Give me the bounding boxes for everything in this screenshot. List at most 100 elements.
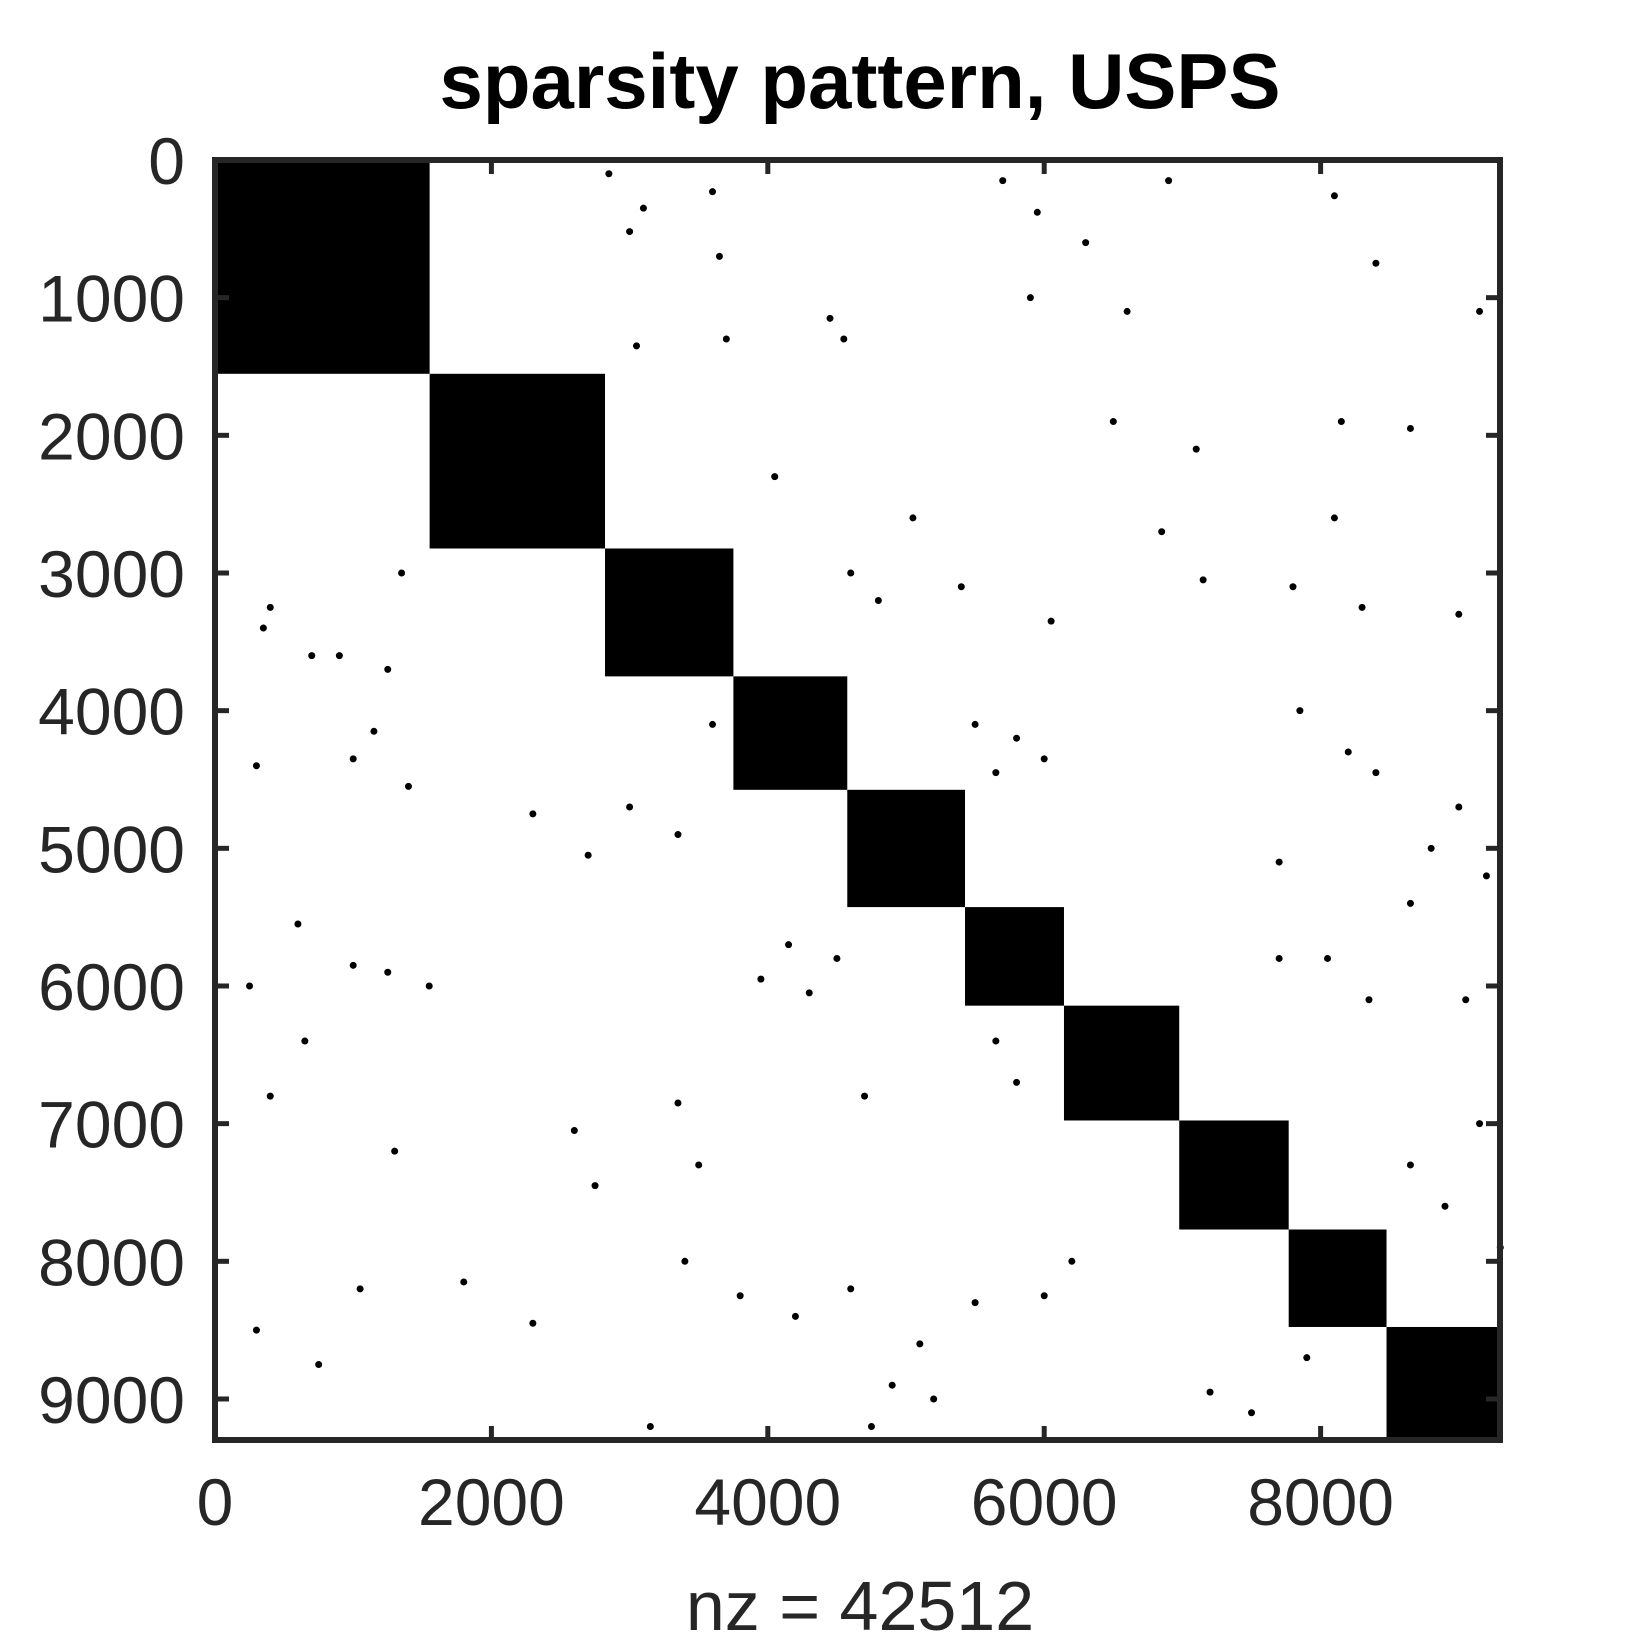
nonzero-point [888,1381,896,1389]
nonzero-point [1482,872,1490,880]
nonzero-point [1427,844,1435,852]
nonzero-point [1275,858,1283,866]
nonzero-point [992,1037,1000,1045]
nonzero-point [861,1092,869,1100]
nonzero-point [1289,583,1297,591]
nonzero-point [404,782,412,790]
nonzero-point [1158,528,1166,536]
nonzero-point [626,803,634,811]
nonzero-point [266,603,274,611]
diagonal-block-10 [1386,1326,1500,1440]
nonzero-point [398,569,406,577]
nonzero-point [301,1037,309,1045]
nonzero-point [584,851,592,859]
nonzero-point [1013,734,1021,742]
nonzero-point [349,755,357,763]
nonzero-point [356,1285,364,1293]
nonzero-point [1206,1388,1214,1396]
nonzero-point [971,1299,979,1307]
nonzero-point [1372,259,1380,267]
nonzero-point [1462,996,1470,1004]
nonzero-point [1040,755,1048,763]
nonzero-point [805,989,813,997]
nonzero-point [252,762,260,770]
nonzero-point [605,170,613,178]
nonzero-point [626,228,634,236]
nonzero-point [1303,1354,1311,1362]
nonzero-point [867,1423,875,1431]
nonzero-point [460,1278,468,1286]
nonzero-point [791,1312,799,1320]
diagonal-block-4 [733,676,848,790]
nonzero-point [529,810,537,818]
nonzero-point [1455,610,1463,618]
nonzero-point [874,597,882,605]
nonzero-point [1344,748,1352,756]
nonzero-point [1372,769,1380,777]
nonzero-point [1165,177,1173,185]
y-tick-label: 4000 [38,675,185,749]
nonzero-point [529,1319,537,1327]
nonzero-point [1358,603,1366,611]
nonzero-point [785,941,793,949]
nonzero-point [971,720,979,728]
nonzero-point [1033,208,1041,216]
nonzero-point [252,1326,260,1334]
nonzero-point [1324,954,1332,962]
nonzero-point [930,1395,938,1403]
nonzero-point [715,252,723,260]
diagonal-block-1 [215,160,430,374]
nonzero-point [639,204,647,212]
diagonal-block-3 [605,548,734,677]
nonzero-point [674,831,682,839]
x-tick-label: 8000 [1247,1465,1394,1539]
nonzero-point [771,473,779,481]
nonzero-point [757,975,765,983]
nonzero-point [1406,899,1414,907]
nonzero-point [833,954,841,962]
nonzero-point [1013,1078,1021,1086]
y-tick-label: 1000 [38,262,185,336]
x-tick-label: 2000 [418,1465,565,1539]
nonzero-point [674,1099,682,1107]
y-tick-label: 8000 [38,1225,185,1299]
y-tick-label: 6000 [38,950,185,1024]
x-tick-label: 4000 [694,1465,841,1539]
diagonal-block-7 [1063,1005,1180,1121]
plot-frame [212,157,1503,1443]
diagonal-block-6 [965,907,1064,1006]
nonzero-point [709,188,717,196]
nonzero-point [1330,514,1338,522]
nonzero-point [1296,707,1304,715]
nonzero-point [1123,307,1131,315]
diagonal-block-8 [1179,1120,1289,1230]
nonzero-point [633,342,641,350]
y-tick-label: 2000 [38,399,185,473]
nonzero-point [909,514,917,522]
nonzero-point [1068,1257,1076,1265]
nonzero-point [294,920,302,928]
nonzero-point [335,652,343,660]
nonzero-point [709,720,717,728]
nonzero-point [1192,445,1200,453]
nonzero-point [957,583,965,591]
y-tick-label: 0 [148,124,185,198]
nonzero-point [1365,996,1373,1004]
nonzero-point [591,1182,599,1190]
nonzero-point [1406,1161,1414,1169]
nonzero-point [847,1285,855,1293]
chart-title: sparsity pattern, USPS [440,37,1281,125]
nonzero-point [1476,1120,1484,1128]
nonzero-point [1406,424,1414,432]
x-axis-label: nz = 42512 [686,1567,1034,1645]
nonzero-point [826,314,834,322]
nonzero-point [1082,239,1090,247]
nonzero-point [391,1147,399,1155]
nonzero-point [695,1161,703,1169]
nonzero-point [646,1423,654,1431]
nonzero-point [992,769,1000,777]
nonzero-point [1026,294,1034,302]
nonzero-point [384,968,392,976]
x-tick-label: 6000 [971,1465,1118,1539]
nonzero-point [1040,1292,1048,1300]
